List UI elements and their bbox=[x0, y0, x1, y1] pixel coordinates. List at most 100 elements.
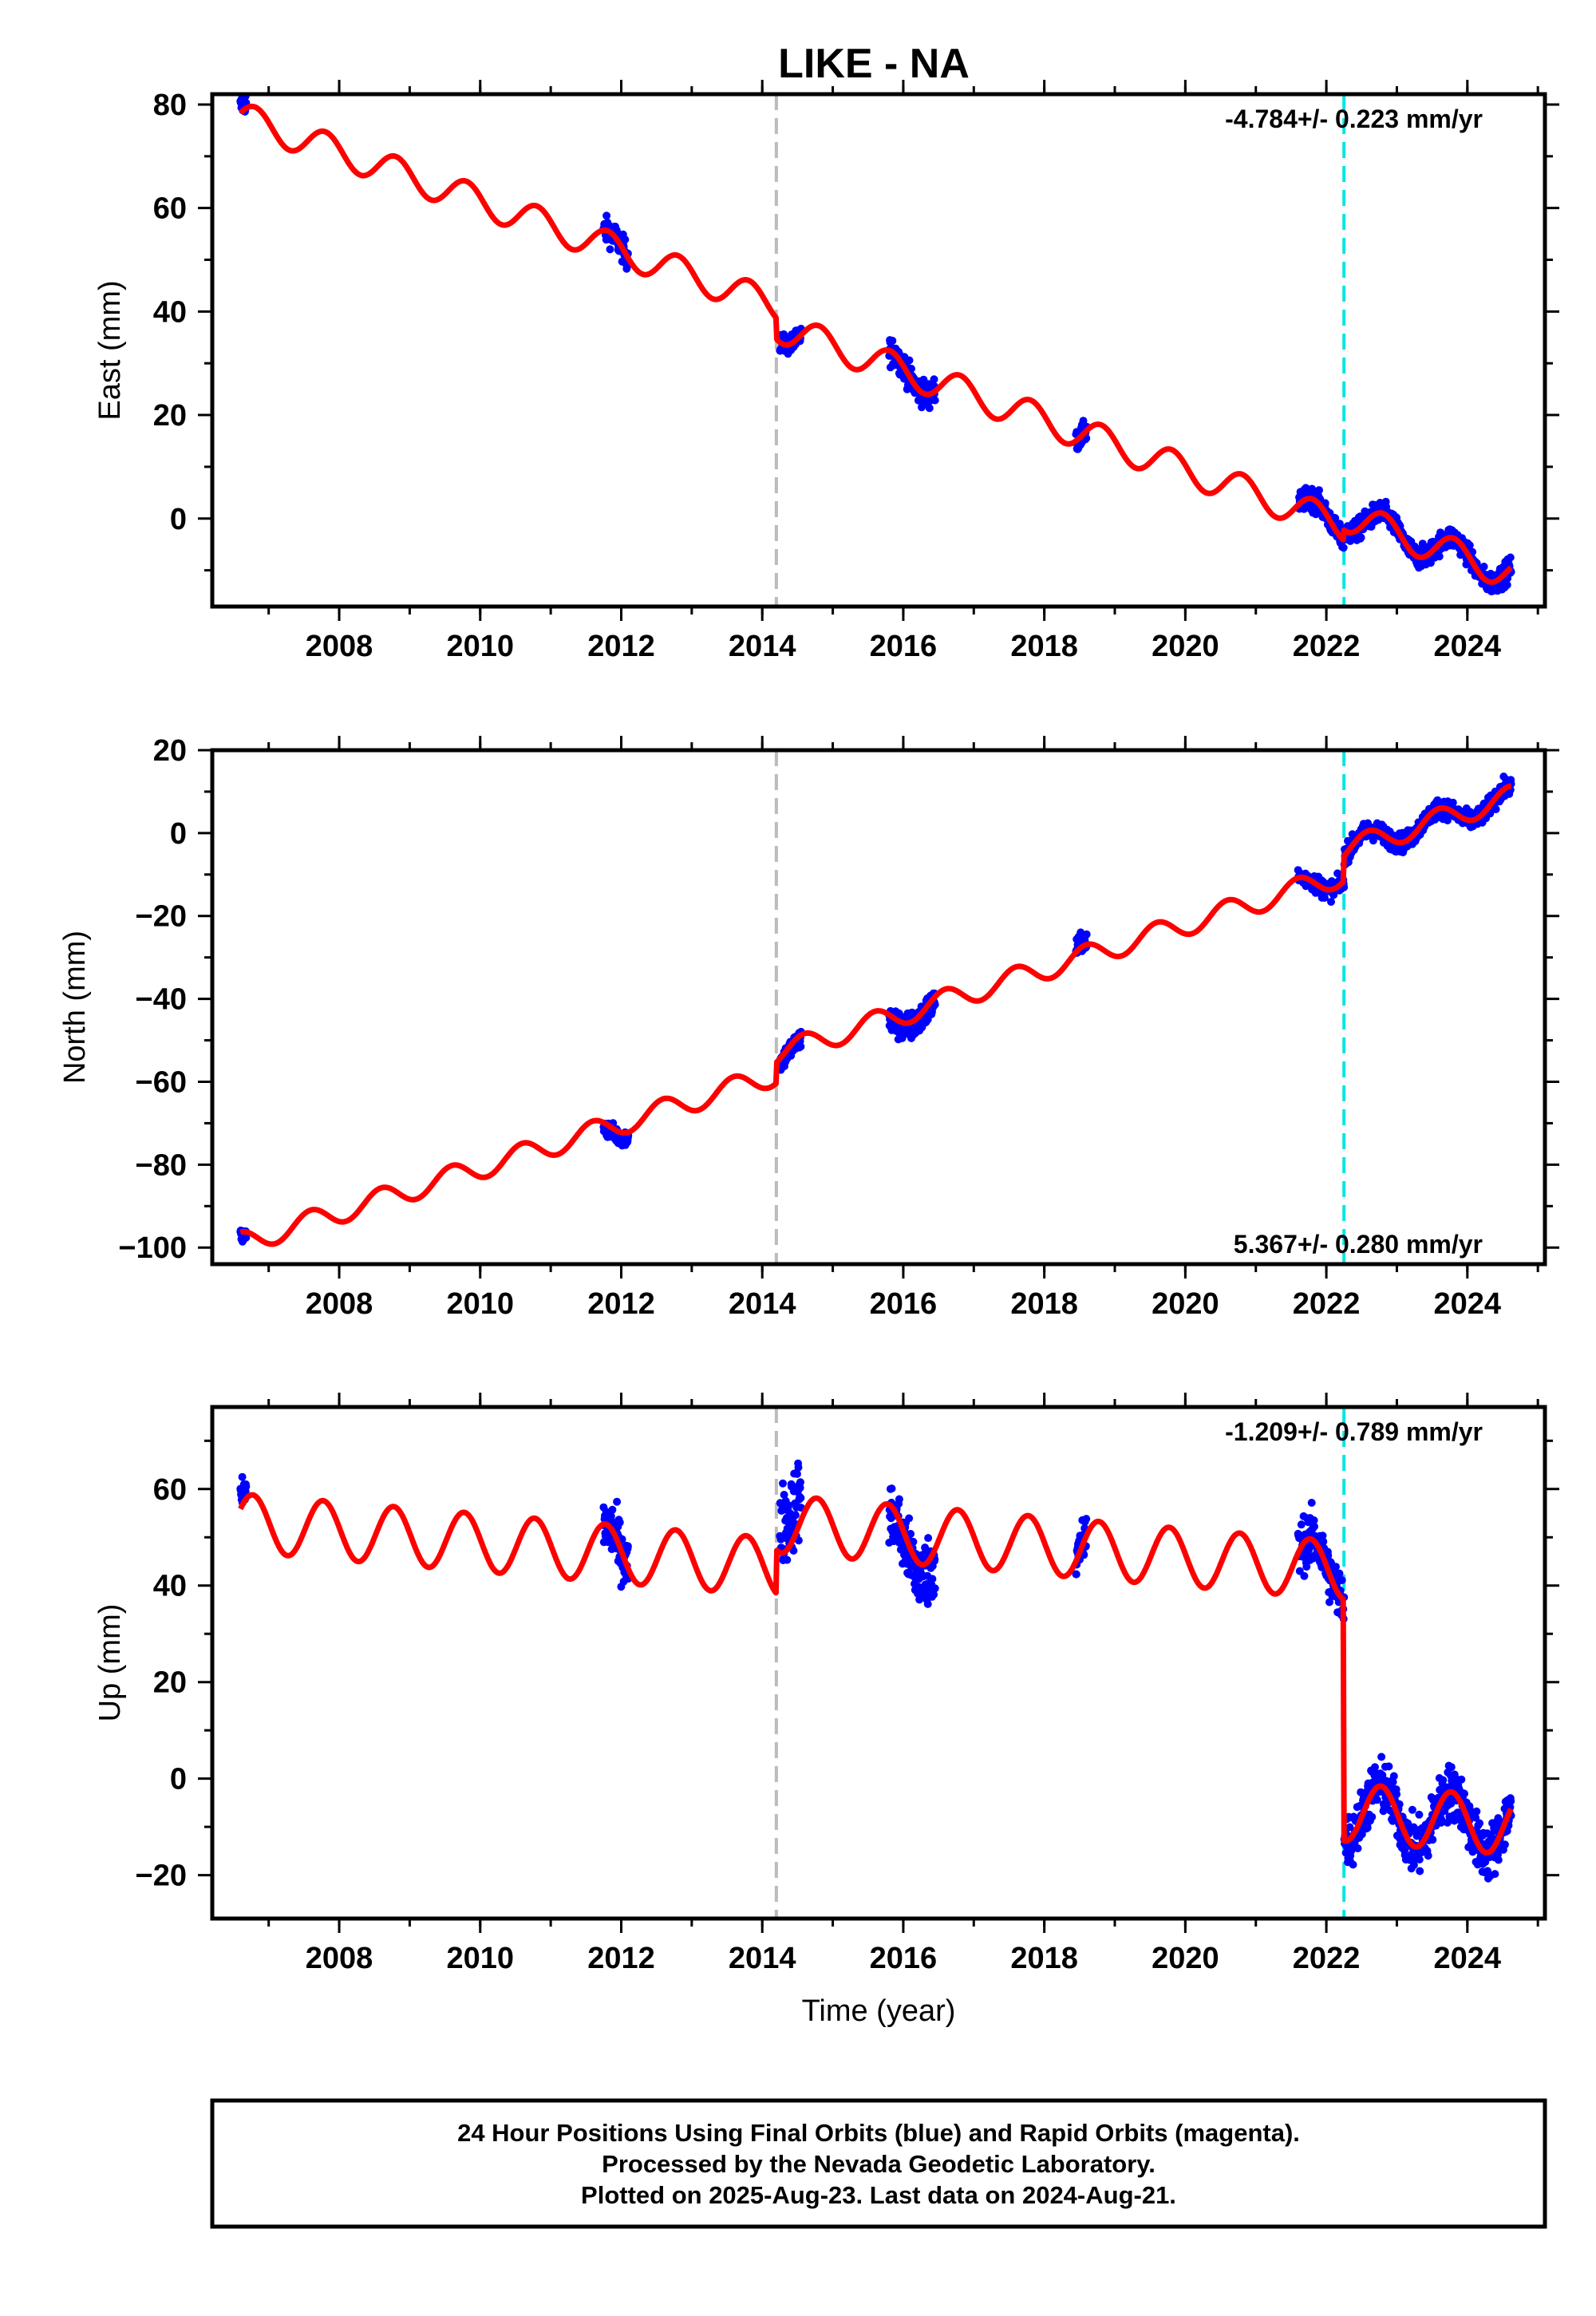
y-tick-label: −80 bbox=[136, 1148, 187, 1182]
x-tick-label: 2016 bbox=[870, 1287, 938, 1321]
data-point bbox=[1363, 1824, 1372, 1832]
data-point bbox=[925, 404, 934, 413]
x-tick-label: 2014 bbox=[729, 1942, 796, 1975]
y-axis-label: North (mm) bbox=[58, 931, 92, 1084]
data-point bbox=[905, 356, 914, 365]
y-tick-label: 80 bbox=[153, 89, 187, 122]
y-tick-label: −60 bbox=[136, 1065, 187, 1099]
data-point bbox=[1332, 1563, 1340, 1571]
data-point bbox=[1507, 1796, 1515, 1805]
data-point bbox=[1377, 1753, 1386, 1761]
y-tick-label: −20 bbox=[136, 1860, 187, 1893]
x-tick-label: 2012 bbox=[587, 630, 655, 663]
data-point bbox=[242, 1482, 251, 1491]
data-point bbox=[1503, 580, 1511, 589]
data-point bbox=[615, 1518, 624, 1527]
data-point bbox=[796, 1478, 804, 1487]
data-point bbox=[1408, 1805, 1416, 1814]
footer-line-2: Processed by the Nevada Geodetic Laborat… bbox=[602, 2150, 1156, 2178]
panels: 2008 2010 2012 2014 2016 2018 2020 2022 20240204… bbox=[58, 80, 1559, 2028]
data-point bbox=[1460, 1789, 1468, 1798]
data-point bbox=[1416, 1867, 1424, 1875]
x-tick-label: 2010 bbox=[446, 1942, 514, 1975]
x-axis-label: Time (year) bbox=[802, 1994, 956, 2028]
data-point bbox=[1300, 1571, 1309, 1580]
y-tick-label: 40 bbox=[153, 1570, 187, 1603]
y-tick-label: 20 bbox=[153, 1666, 187, 1700]
data-point bbox=[242, 1233, 251, 1242]
x-tick-label: 2022 bbox=[1293, 1942, 1361, 1975]
data-point bbox=[621, 235, 630, 244]
x-tick-label: 2020 bbox=[1152, 630, 1219, 663]
rate-label: 5.367+/- 0.280 mm/yr bbox=[1234, 1230, 1483, 1259]
data-point bbox=[1435, 552, 1444, 561]
x-tick-label: 2022 bbox=[1293, 630, 1361, 663]
data-point bbox=[905, 1514, 914, 1523]
data-point bbox=[1349, 1860, 1357, 1869]
data-point bbox=[1494, 1856, 1503, 1864]
data-point bbox=[608, 1505, 617, 1514]
data-point bbox=[623, 1542, 632, 1551]
data-point bbox=[924, 1534, 933, 1543]
x-tick-label: 2012 bbox=[587, 1287, 655, 1321]
data-point bbox=[1428, 1836, 1437, 1844]
y-tick-label: 20 bbox=[153, 399, 187, 433]
y-tick-label: 0 bbox=[170, 1763, 187, 1796]
x-tick-label: 2024 bbox=[1434, 1942, 1502, 1975]
data-point bbox=[1415, 1810, 1424, 1819]
x-tick-label: 2022 bbox=[1293, 1287, 1361, 1321]
footer-line-1: 24 Hour Positions Using Final Orbits (bl… bbox=[457, 2119, 1300, 2147]
x-tick-label: 2016 bbox=[870, 630, 938, 663]
data-point bbox=[238, 1472, 247, 1481]
model-line bbox=[238, 103, 1513, 585]
data-point bbox=[794, 1463, 803, 1472]
y-tick-label: −20 bbox=[136, 900, 187, 934]
data-point bbox=[1389, 1772, 1398, 1780]
data-point bbox=[1424, 1852, 1432, 1860]
x-tick-label: 2020 bbox=[1152, 1287, 1219, 1321]
data-point bbox=[602, 211, 611, 220]
data-point bbox=[606, 245, 614, 254]
data-point bbox=[1335, 520, 1344, 528]
data-point bbox=[1457, 1775, 1466, 1784]
data-point bbox=[613, 1497, 622, 1506]
data-point bbox=[796, 1493, 805, 1502]
data-point bbox=[1297, 1520, 1306, 1529]
x-tick-label: 2014 bbox=[729, 1287, 796, 1321]
data-point bbox=[1339, 543, 1348, 552]
data-point bbox=[1465, 541, 1474, 550]
y-tick-label: 60 bbox=[153, 1473, 187, 1507]
x-tick-label: 2010 bbox=[446, 630, 514, 663]
x-tick-label: 2012 bbox=[587, 1942, 655, 1975]
data-point bbox=[928, 1575, 937, 1583]
data-point bbox=[923, 1599, 932, 1608]
data-point bbox=[1368, 1812, 1377, 1821]
data-points bbox=[236, 92, 1515, 595]
y-tick-label: 0 bbox=[170, 503, 187, 536]
plot-frame bbox=[210, 92, 1547, 609]
data-point bbox=[779, 1479, 787, 1488]
x-tick-label: 2014 bbox=[729, 630, 796, 663]
y-tick-label: −40 bbox=[136, 983, 187, 1017]
y-axis-label: East (mm) bbox=[93, 280, 127, 420]
data-point bbox=[1310, 1522, 1318, 1531]
x-tick-label: 2008 bbox=[306, 1942, 373, 1975]
data-point bbox=[1308, 484, 1317, 493]
panel-north: 2008 2010 2012 2014 2016 2018 2020 2022 2024 −100… bbox=[58, 734, 1559, 1321]
data-point bbox=[1327, 898, 1335, 906]
data-point bbox=[1315, 486, 1323, 495]
data-point bbox=[1331, 514, 1340, 523]
panel-east: 2008 2010 2012 2014 2016 2018 2020 2022 2024 0 20 4… bbox=[93, 80, 1559, 663]
data-point bbox=[1353, 1844, 1362, 1852]
data-point bbox=[1491, 1870, 1499, 1879]
data-point bbox=[1082, 1515, 1091, 1524]
data-point bbox=[791, 1511, 800, 1520]
data-point bbox=[887, 1484, 896, 1493]
y-tick-label: 40 bbox=[153, 295, 187, 329]
data-point bbox=[1082, 930, 1091, 939]
data-point bbox=[783, 1555, 792, 1564]
x-tick-label: 2020 bbox=[1152, 1942, 1219, 1975]
y-tick-label: 60 bbox=[153, 192, 187, 226]
data-point bbox=[796, 1042, 805, 1051]
